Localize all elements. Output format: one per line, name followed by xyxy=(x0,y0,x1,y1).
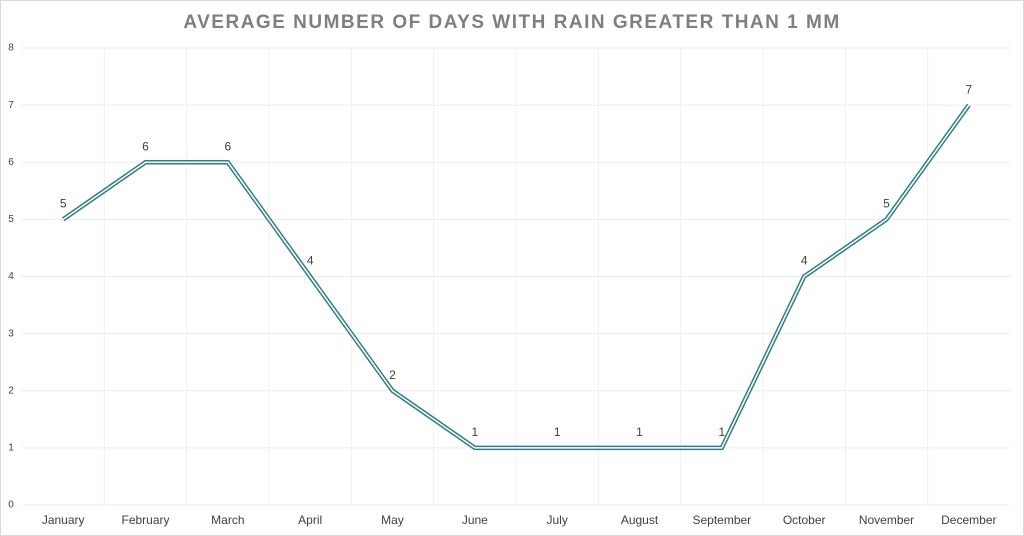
y-tick-label: 6 xyxy=(8,157,14,168)
data-label: 6 xyxy=(224,139,231,153)
data-label: 2 xyxy=(389,368,396,382)
x-tick-label: January xyxy=(42,513,85,527)
data-label: 4 xyxy=(801,254,808,268)
x-tick-label: May xyxy=(381,513,404,527)
y-tick-label: 8 xyxy=(8,43,14,54)
line-highlight xyxy=(62,104,970,449)
y-tick-label: 5 xyxy=(8,214,14,225)
y-tick-label: 0 xyxy=(8,500,14,511)
x-tick-label: February xyxy=(121,513,169,527)
data-label: 1 xyxy=(718,425,725,439)
y-tick-label: 3 xyxy=(8,328,14,339)
data-label: 1 xyxy=(636,425,643,439)
data-label: 6 xyxy=(142,139,149,153)
x-tick-label: December xyxy=(941,513,996,527)
y-tick-label: 4 xyxy=(8,271,14,282)
x-tick-label: April xyxy=(298,513,322,527)
x-tick-label: October xyxy=(783,513,826,527)
y-tick-label: 1 xyxy=(8,443,14,454)
data-label: 4 xyxy=(307,254,314,268)
x-tick-label: November xyxy=(859,513,914,527)
data-label: 5 xyxy=(883,197,890,211)
data-label: 5 xyxy=(60,197,67,211)
y-tick-label: 7 xyxy=(8,100,14,111)
x-tick-label: July xyxy=(546,513,567,527)
data-label: 7 xyxy=(965,82,972,96)
x-tick-label: September xyxy=(692,513,751,527)
data-label: 1 xyxy=(471,425,478,439)
data-label: 1 xyxy=(554,425,561,439)
y-tick-label: 2 xyxy=(8,385,14,396)
x-tick-label: June xyxy=(462,513,488,527)
chart-title: AVERAGE NUMBER OF DAYS WITH RAIN GREATER… xyxy=(183,12,840,33)
x-tick-label: August xyxy=(621,513,659,527)
x-tick-label: March xyxy=(211,513,244,527)
